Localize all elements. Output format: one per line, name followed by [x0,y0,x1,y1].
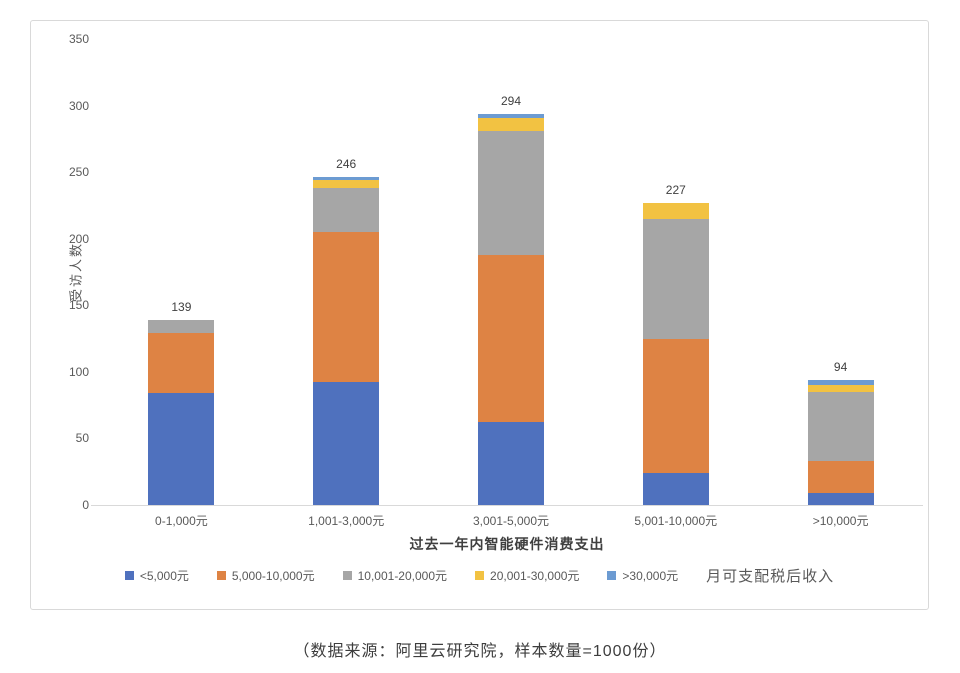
y-tick-label: 250 [68,165,89,180]
legend-swatch-icon [607,571,617,580]
legend-note: 月可支配税后收入 [706,568,835,585]
bar-segment [642,202,709,219]
chart-card: 受访人数 过去一年内智能硬件消费支出 <5,000元 5,000-10,000元 1… [30,20,929,610]
bar-segment [478,254,544,423]
bar-5 [807,379,874,505]
legend-label: 5,000-10,000元 [231,569,315,583]
bar-segment [807,379,874,386]
legend-label: <5,000元 [139,569,189,583]
data-source-caption: （数据来源：阿里云研究院，样本数量=1000份） [293,643,667,660]
legend-label: 10,001-20,000元 [357,569,448,583]
legend-item: 20,001-30,000元 [475,567,579,584]
legend-item: 10,001-20,000元 [342,567,448,584]
y-tick-label: 0 [82,498,89,512]
bar-segment [313,180,380,189]
bar-total-label: 227 [665,182,686,197]
x-category-label: 1,001-3,000元 [308,514,385,528]
bar-segment [313,232,380,383]
legend-swatch-icon [475,571,485,580]
bar-segment [807,461,874,493]
bar-segment [807,492,874,505]
legend-label: >30,000元 [622,569,679,583]
legend-swatch-icon [216,571,226,580]
bar-segment [478,113,544,118]
bar-4 [642,202,709,505]
bar-segment [148,393,215,505]
y-tick-label: 300 [68,98,89,113]
bar-segment [148,333,215,394]
bar-segment [148,319,215,334]
bar-total-label: 294 [500,93,522,108]
x-category-label: 5,001-10,000元 [634,514,718,528]
legend-item: 5,000-10,000元 [216,567,315,584]
bar-total-label: 246 [336,157,357,172]
legend-label: 20,001-30,000元 [490,569,580,583]
bar-segment [642,338,709,474]
bar-3 [478,113,544,505]
bar-segment [478,422,544,505]
x-axis-title: 过去一年内智能硬件消费支出 [409,536,605,552]
legend-item: <5,000元 [124,567,189,584]
bar-segment [642,473,709,505]
x-category-label: 0-1,000元 [155,514,208,528]
legend-swatch-icon [342,571,352,580]
y-tick-label: 50 [75,431,89,446]
legend-swatch-icon [124,571,134,580]
plot-area: 受访人数 过去一年内智能硬件消费支出 <5,000元 5,000-10,000元 1… [31,21,928,609]
bar-segment [313,177,380,181]
bar-total-label: 94 [833,359,848,374]
y-tick-label: 150 [68,298,89,313]
x-axis-line [91,505,923,506]
x-category-label: 3,001-5,000元 [472,514,550,528]
bar-segment [807,391,874,462]
bar-1 [148,319,215,505]
y-tick-label: 350 [68,32,89,46]
bar-total-label: 139 [171,299,192,314]
bar-2 [313,177,380,505]
bar-segment [807,385,874,392]
bar-segment [478,130,544,255]
x-category-label: >10,000元 [812,514,869,528]
bar-segment [313,382,380,505]
bar-segment [478,117,544,131]
bar-segment [642,218,709,339]
y-tick-label: 100 [68,364,89,379]
y-axis-title: 受访人数 [68,241,84,303]
legend-item: >30,000元 [607,567,678,584]
chart-legend: <5,000元 5,000-10,000元 10,001-20,000元 20,001… [31,565,928,586]
bar-segment [313,188,380,233]
y-tick-label: 200 [68,231,89,246]
